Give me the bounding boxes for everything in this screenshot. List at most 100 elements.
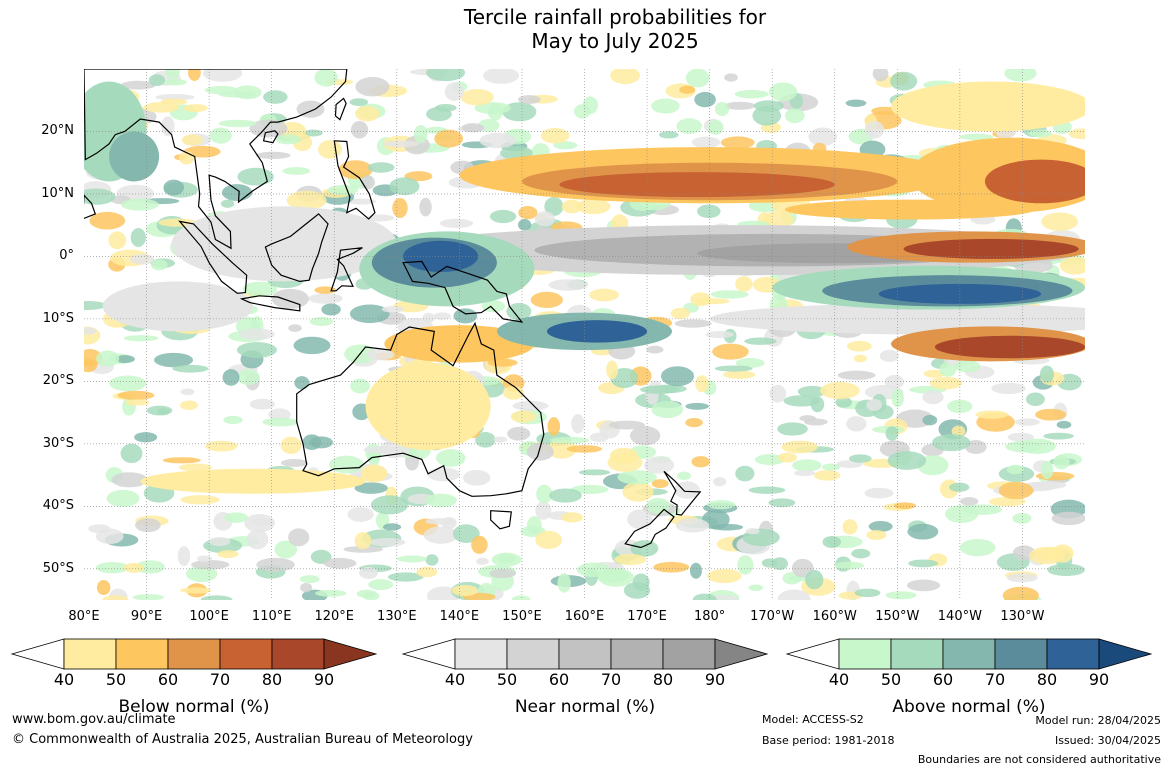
colorbar-title: Above normal (%) [892, 697, 1046, 717]
probability-speckle [367, 162, 395, 173]
probability-speckle [526, 443, 554, 461]
probability-speckle [651, 400, 684, 419]
probability-speckle [487, 103, 503, 121]
probability-speckle [691, 136, 721, 148]
probability-speckle [962, 504, 1002, 515]
probability-speckle [293, 336, 331, 355]
probability-speckle [922, 390, 944, 405]
probability-speckle [797, 385, 827, 398]
probability-speckle [314, 69, 338, 87]
probability-speckle [670, 307, 691, 320]
probability-speckle [453, 308, 478, 324]
probability-speckle [822, 463, 841, 471]
probability-speckle [381, 305, 404, 313]
probability-speckle [1006, 464, 1024, 475]
probability-speckle [361, 175, 375, 190]
probability-speckle [1006, 573, 1038, 583]
probability-speckle [349, 304, 390, 324]
probability-speckle [646, 345, 664, 354]
probability-speckle [158, 218, 198, 227]
probability-speckle [180, 495, 220, 505]
probability-speckle [761, 558, 778, 568]
probability-speckle [965, 439, 987, 455]
probability-speckle [848, 454, 872, 463]
probability-speckle [366, 214, 395, 222]
probability-speckle [491, 552, 522, 567]
probability-speckle [246, 529, 269, 550]
longitude-label: 170°E [627, 609, 667, 624]
probability-speckle [419, 197, 432, 217]
latitude-label: 20°S [42, 373, 74, 389]
probability-speckle [479, 132, 516, 149]
probability-speckle [423, 526, 459, 544]
probability-speckle [1012, 512, 1032, 524]
probability-speckle [705, 330, 734, 339]
probability-speckle [115, 355, 135, 364]
probability-speckle [689, 562, 702, 579]
probability-speckle [275, 134, 302, 145]
probability-speckle [744, 337, 777, 345]
probability-speckle [530, 291, 563, 309]
probability-speckle [947, 399, 973, 414]
probability-region [878, 283, 1042, 304]
probability-speckle [813, 470, 841, 481]
probability-speckle [777, 589, 811, 600]
colorbar-tick-label: 80 [652, 670, 674, 689]
probability-speckle [502, 102, 537, 122]
probability-speckle [510, 410, 537, 423]
probability-speckle [271, 288, 309, 309]
probability-speckle [153, 352, 194, 368]
latitude-label: 10°S [42, 310, 74, 326]
probability-speckle [1039, 365, 1054, 383]
probability-speckle [846, 340, 872, 352]
colorbar-segment [994, 638, 1048, 670]
probability-speckle [808, 127, 837, 147]
probability-speckle [685, 69, 710, 88]
probability-speckle [483, 69, 520, 84]
colorbar-tick-label: 60 [932, 670, 954, 689]
probability-speckle [549, 436, 590, 444]
probability-speckle [309, 316, 334, 327]
probability-speckle [908, 559, 939, 568]
probability-speckle [834, 561, 865, 570]
probability-speckle [162, 457, 201, 464]
probability-speckle [651, 479, 669, 489]
probability-speckle [1004, 69, 1037, 82]
probability-speckle [610, 69, 641, 85]
probability-speckle [607, 453, 643, 472]
probability-speckle [224, 512, 248, 523]
probability-speckle [868, 520, 893, 532]
probability-speckle [653, 561, 690, 573]
probability-speckle [84, 300, 107, 310]
probability-speckle [640, 385, 679, 394]
probability-speckle [724, 73, 738, 82]
latitude-label: 10°N [41, 185, 74, 201]
probability-speckle [534, 211, 555, 227]
probability-speckle [694, 91, 716, 108]
probability-speckle [1014, 418, 1040, 426]
probability-speckle [89, 211, 126, 230]
probability-speckle [735, 276, 753, 292]
probability-speckle [745, 528, 760, 535]
probability-speckle [1041, 212, 1079, 231]
colorbar-tick-label: 50 [105, 670, 127, 689]
colorbar-tick-label: 80 [261, 670, 283, 689]
probability-speckle [302, 434, 322, 451]
probability-speckle [294, 376, 310, 390]
colorbar-min-triangle [11, 638, 65, 670]
colorbar-segment [63, 638, 117, 670]
probability-speckle [884, 375, 905, 389]
java-coastline [239, 295, 301, 312]
probability-speckle [416, 566, 438, 578]
probability-speckle [451, 584, 478, 596]
probability-speckle [922, 415, 938, 426]
probability-speckle [350, 121, 369, 139]
probability-speckle [658, 131, 679, 139]
colorbar-title: Below normal (%) [118, 697, 270, 717]
probability-speckle [425, 493, 457, 508]
probability-speckle [299, 575, 320, 584]
probability-speckle [1043, 432, 1074, 440]
probability-speckle [489, 568, 517, 579]
probability-speckle [95, 528, 124, 545]
colorbar-tick-label: 40 [53, 670, 75, 689]
